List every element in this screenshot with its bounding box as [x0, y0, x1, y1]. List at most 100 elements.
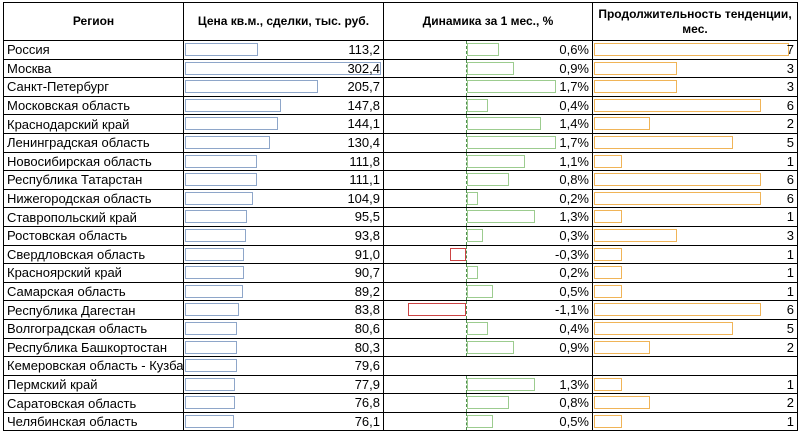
price-bar	[185, 135, 270, 149]
duration-bar	[594, 210, 622, 224]
dynamics-cell: -1,1%	[383, 300, 593, 320]
table-row: Красноярский край 90,7 0,2% 1	[3, 263, 798, 283]
duration-value: 1	[786, 153, 794, 169]
dynamics-bar	[467, 80, 556, 94]
table-row: Москва 302,4 0,9% 3	[3, 58, 798, 79]
price-value: 90,7	[354, 265, 380, 281]
region-cell: Ставропольский край	[3, 207, 184, 227]
dynamics-value: 0,6%	[559, 42, 589, 57]
zero-axis	[466, 97, 467, 114]
price-bar	[185, 284, 243, 298]
dynamics-cell: 0,9%	[383, 58, 593, 79]
header-duration: Продолжительность тенденции, мес.	[592, 2, 798, 41]
duration-value: 7	[786, 42, 794, 57]
price-cell: 111,8	[183, 151, 384, 172]
duration-cell: 7	[592, 40, 798, 60]
table-row: Нижегородская область 104,9 0,2% 6	[3, 188, 798, 209]
price-bar	[185, 80, 318, 94]
zero-axis	[466, 283, 467, 300]
region-cell: Нижегородская область	[3, 188, 184, 209]
dynamics-bar	[467, 154, 525, 168]
price-cell: 302,4	[183, 58, 384, 79]
duration-value: 1	[786, 246, 794, 262]
dynamics-value: -0,3%	[555, 246, 589, 262]
price-bar	[185, 340, 237, 354]
duration-value: 6	[786, 190, 794, 206]
price-bar	[185, 117, 278, 131]
dynamics-cell: 1,3%	[383, 374, 593, 395]
price-bar	[185, 228, 246, 242]
dynamics-value: 1,4%	[559, 116, 589, 132]
table-row: Челябинская область 76,1 0,5% 1	[3, 411, 798, 432]
duration-bar	[594, 43, 789, 56]
header-dynamics: Динамика за 1 мес., %	[383, 2, 593, 41]
duration-bar	[594, 321, 733, 335]
price-bar	[185, 98, 281, 112]
duration-cell: 2	[592, 393, 798, 413]
dynamics-value: 0,4%	[559, 97, 589, 113]
price-cell: 76,1	[183, 411, 384, 432]
duration-bar	[594, 98, 761, 112]
dynamics-bar	[467, 377, 535, 391]
dynamics-bar	[467, 228, 483, 242]
duration-value: 6	[786, 302, 794, 318]
duration-cell: 3	[592, 58, 798, 79]
zero-axis	[466, 115, 467, 133]
duration-bar	[594, 303, 761, 317]
dynamics-cell: 0,3%	[383, 225, 593, 246]
duration-cell: 6	[592, 170, 798, 190]
zero-axis	[466, 134, 467, 152]
dynamics-cell: 0,8%	[383, 170, 593, 190]
duration-cell: 1	[592, 207, 798, 227]
region-cell: Республика Башкортостан	[3, 337, 184, 358]
table-row: Республика Башкортостан 80,3 0,9% 2	[3, 337, 798, 358]
duration-cell: 1	[592, 374, 798, 395]
price-bar	[185, 303, 239, 317]
duration-bar	[594, 266, 622, 280]
duration-cell: 6	[592, 188, 798, 209]
price-value: 205,7	[347, 79, 380, 95]
price-cell: 113,2	[183, 40, 384, 60]
dynamics-value: 0,4%	[559, 320, 589, 336]
price-bar	[185, 154, 257, 168]
price-bar	[185, 173, 257, 187]
dynamics-value: 1,1%	[559, 153, 589, 169]
price-bar	[185, 61, 381, 75]
zero-axis	[466, 171, 467, 189]
zero-axis	[466, 78, 467, 96]
dynamics-bar	[467, 98, 488, 112]
dynamics-value: 0,5%	[559, 413, 589, 429]
price-cell: 130,4	[183, 132, 384, 153]
price-cell: 90,7	[183, 263, 384, 283]
duration-bar	[594, 284, 622, 298]
price-bar	[185, 247, 244, 261]
region-cell: Свердловская область	[3, 244, 184, 265]
price-value: 113,2	[348, 42, 380, 57]
dynamics-cell: 1,3%	[383, 207, 593, 227]
dynamics-value: 0,8%	[559, 395, 589, 411]
region-cell: Волгоградская область	[3, 318, 184, 339]
dynamics-bar	[467, 135, 556, 149]
table-row: Республика Татарстан 111,1 0,8% 6	[3, 170, 798, 190]
duration-bar	[594, 228, 677, 242]
region-cell: Республика Дагестан	[3, 300, 184, 320]
duration-cell: 3	[592, 225, 798, 246]
duration-cell: 5	[592, 318, 798, 339]
dynamics-bar	[467, 266, 478, 280]
zero-axis	[466, 60, 467, 77]
duration-cell: 2	[592, 337, 798, 358]
dynamics-value: 0,9%	[559, 339, 589, 355]
region-cell: Ленинградская область	[3, 132, 184, 153]
dynamics-bar	[467, 191, 478, 205]
dynamics-cell: 1,4%	[383, 114, 593, 134]
price-cell: 104,9	[183, 188, 384, 209]
zero-axis	[466, 338, 467, 356]
table-row: Ставропольский край 95,5 1,3% 1	[3, 207, 798, 227]
price-cell: 95,5	[183, 207, 384, 227]
regional-price-table: Регион Цена кв.м., сделки, тыс. руб. Дин…	[3, 2, 798, 432]
price-cell: 93,8	[183, 225, 384, 246]
dynamics-value: 0,8%	[559, 172, 589, 188]
price-value: 95,5	[354, 209, 380, 225]
duration-value: 3	[786, 60, 794, 76]
region-cell: Республика Татарстан	[3, 170, 184, 190]
